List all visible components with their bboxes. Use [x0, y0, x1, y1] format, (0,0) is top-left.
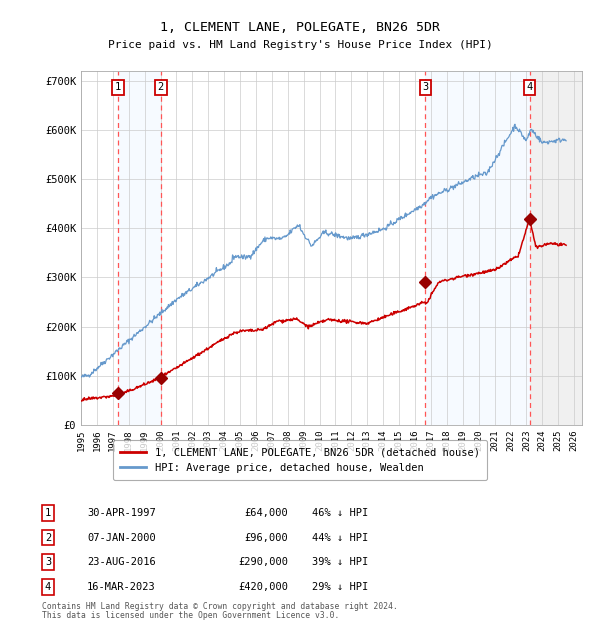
Text: This data is licensed under the Open Government Licence v3.0.: This data is licensed under the Open Gov…: [42, 611, 340, 619]
Text: 07-JAN-2000: 07-JAN-2000: [87, 533, 156, 542]
Text: 44% ↓ HPI: 44% ↓ HPI: [312, 533, 368, 542]
Text: 4: 4: [527, 82, 533, 92]
Text: Contains HM Land Registry data © Crown copyright and database right 2024.: Contains HM Land Registry data © Crown c…: [42, 602, 398, 611]
Legend: 1, CLEMENT LANE, POLEGATE, BN26 5DR (detached house), HPI: Average price, detach: 1, CLEMENT LANE, POLEGATE, BN26 5DR (det…: [113, 440, 487, 480]
Text: 1, CLEMENT LANE, POLEGATE, BN26 5DR: 1, CLEMENT LANE, POLEGATE, BN26 5DR: [160, 22, 440, 34]
Bar: [530, 71, 582, 425]
Text: 1: 1: [45, 508, 51, 518]
Text: £290,000: £290,000: [238, 557, 288, 567]
Text: £64,000: £64,000: [244, 508, 288, 518]
Text: 39% ↓ HPI: 39% ↓ HPI: [312, 557, 368, 567]
Text: 1: 1: [115, 82, 121, 92]
Bar: [425, 71, 530, 425]
Text: Price paid vs. HM Land Registry's House Price Index (HPI): Price paid vs. HM Land Registry's House …: [107, 40, 493, 50]
Text: £96,000: £96,000: [244, 533, 288, 542]
Text: 30-APR-1997: 30-APR-1997: [87, 508, 156, 518]
Text: 29% ↓ HPI: 29% ↓ HPI: [312, 582, 368, 592]
Text: 16-MAR-2023: 16-MAR-2023: [87, 582, 156, 592]
Bar: [530, 71, 582, 425]
Text: 46% ↓ HPI: 46% ↓ HPI: [312, 508, 368, 518]
Text: 23-AUG-2016: 23-AUG-2016: [87, 557, 156, 567]
Text: 3: 3: [45, 557, 51, 567]
Text: 2: 2: [45, 533, 51, 542]
Bar: [118, 71, 161, 425]
Text: £420,000: £420,000: [238, 582, 288, 592]
Text: 2: 2: [158, 82, 164, 92]
Text: 4: 4: [45, 582, 51, 592]
Text: 3: 3: [422, 82, 428, 92]
